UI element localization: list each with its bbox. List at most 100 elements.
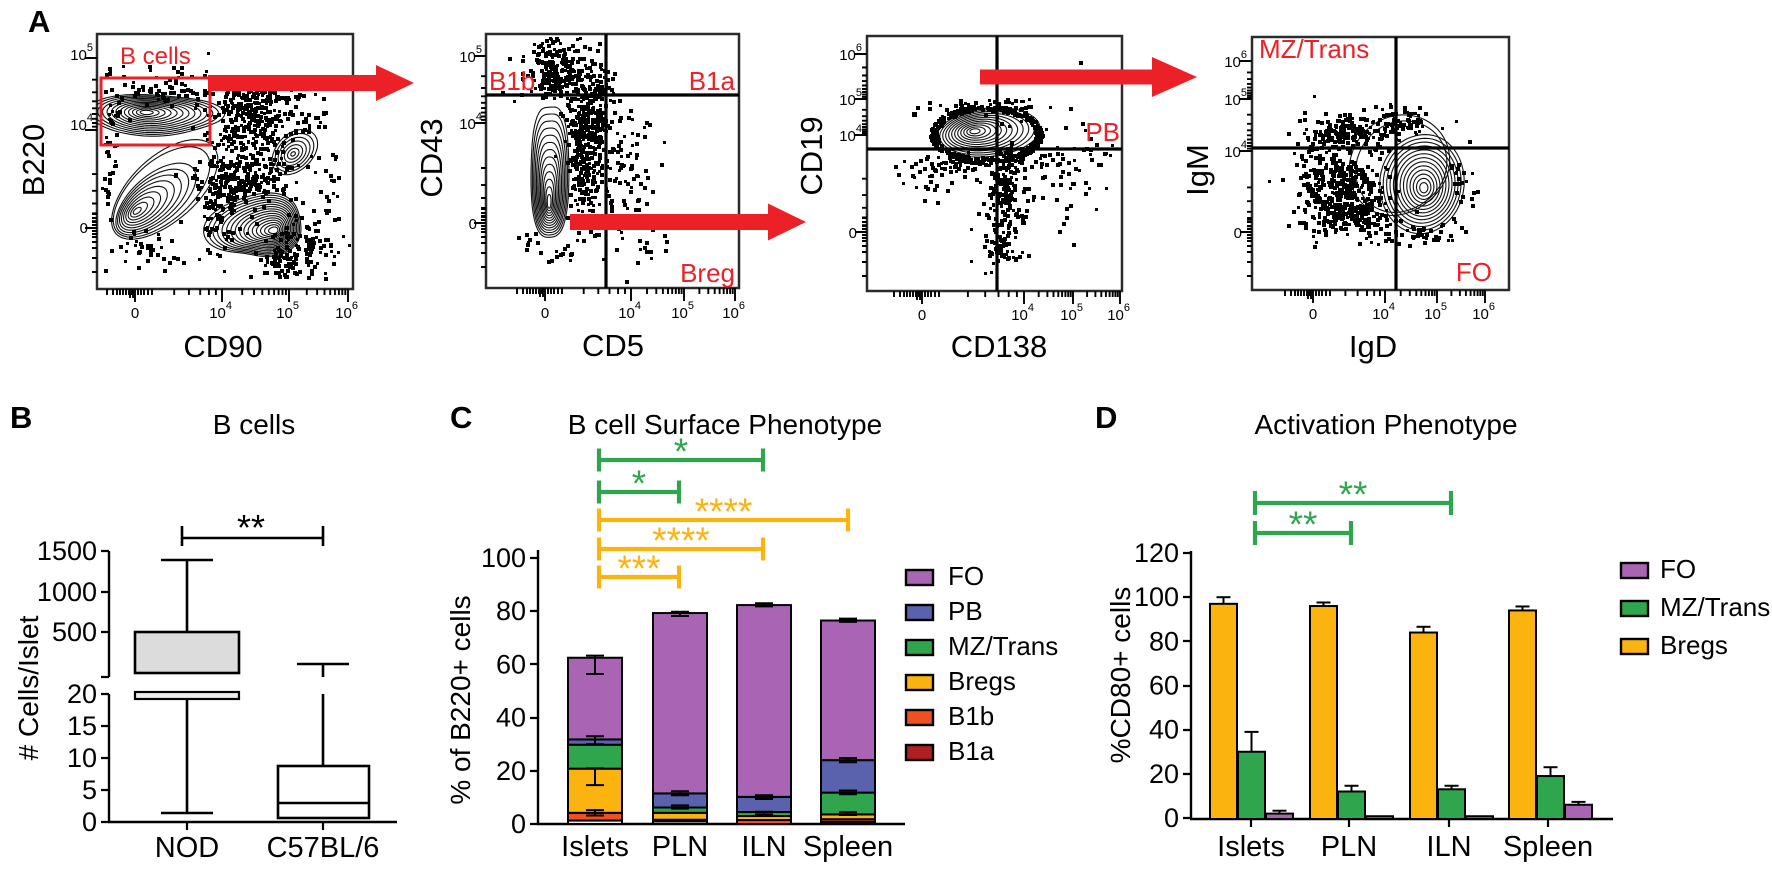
- svg-text:0: 0: [1234, 225, 1242, 242]
- svg-text:0: 0: [82, 807, 97, 837]
- svg-text:100: 100: [481, 543, 526, 573]
- svg-text:105: 105: [671, 300, 694, 322]
- svg-text:106: 106: [722, 300, 745, 322]
- svg-text:MZ/Trans: MZ/Trans: [1259, 34, 1369, 64]
- svg-text:106: 106: [839, 42, 862, 64]
- svg-text:104: 104: [1372, 301, 1395, 323]
- svg-text:105: 105: [1224, 87, 1247, 109]
- svg-text:0: 0: [1164, 803, 1179, 833]
- svg-text:106: 106: [335, 300, 358, 322]
- svg-text:104: 104: [459, 111, 482, 133]
- svg-text:B220: B220: [16, 124, 51, 196]
- svg-text:60: 60: [1149, 671, 1179, 701]
- svg-text:*: *: [674, 431, 688, 472]
- svg-text:5: 5: [82, 775, 97, 805]
- svg-text:****: ****: [652, 520, 710, 561]
- svg-text:104: 104: [1011, 302, 1034, 324]
- svg-text:CD90: CD90: [183, 329, 262, 364]
- svg-text:80: 80: [496, 596, 526, 626]
- svg-text:1500: 1500: [37, 536, 97, 566]
- svg-text:FO: FO: [1456, 257, 1492, 287]
- svg-text:20: 20: [67, 679, 97, 709]
- svg-text:B cells: B cells: [120, 43, 191, 70]
- svg-text:FO: FO: [948, 561, 984, 591]
- svg-text:0: 0: [80, 220, 88, 237]
- svg-text:105: 105: [1424, 301, 1447, 323]
- svg-text:106: 106: [1472, 301, 1495, 323]
- svg-text:**: **: [1289, 504, 1318, 545]
- svg-text:C57BL/6: C57BL/6: [267, 832, 380, 864]
- svg-text:D: D: [1095, 400, 1117, 435]
- svg-text:0: 0: [131, 305, 139, 322]
- svg-text:PB: PB: [948, 596, 983, 626]
- svg-text:120: 120: [1134, 538, 1179, 568]
- svg-text:105: 105: [70, 42, 93, 64]
- svg-text:Spleen: Spleen: [1503, 831, 1593, 863]
- svg-text:CD138: CD138: [951, 329, 1048, 364]
- svg-text:500: 500: [52, 617, 97, 647]
- svg-text:40: 40: [496, 703, 526, 733]
- svg-text:% of B220+ cells: % of B220+ cells: [445, 595, 476, 804]
- svg-text:0: 0: [918, 307, 926, 324]
- svg-text:ILN: ILN: [741, 831, 786, 863]
- svg-text:IgM: IgM: [1180, 144, 1215, 196]
- svg-text:B1b: B1b: [948, 701, 994, 731]
- svg-text:0: 0: [1309, 306, 1317, 323]
- svg-text:0: 0: [469, 216, 477, 233]
- svg-text:ILN: ILN: [1426, 831, 1471, 863]
- svg-text:%CD80+ cells: %CD80+ cells: [1105, 587, 1136, 764]
- svg-text:PB: PB: [1085, 117, 1120, 147]
- svg-text:IgD: IgD: [1349, 329, 1397, 364]
- svg-text:60: 60: [496, 649, 526, 679]
- svg-text:20: 20: [1149, 759, 1179, 789]
- svg-text:Spleen: Spleen: [803, 831, 893, 863]
- svg-text:PLN: PLN: [652, 831, 708, 863]
- svg-text:106: 106: [1107, 302, 1130, 324]
- svg-text:104: 104: [839, 123, 862, 145]
- svg-text:C: C: [450, 400, 472, 435]
- svg-text:Islets: Islets: [1217, 831, 1285, 863]
- svg-text:NOD: NOD: [155, 832, 219, 864]
- svg-text:40: 40: [1149, 715, 1179, 745]
- svg-text:# Cells/Islet: # Cells/Islet: [13, 615, 44, 760]
- svg-text:B1a: B1a: [689, 66, 736, 96]
- svg-text:A: A: [28, 4, 50, 39]
- svg-text:104: 104: [209, 300, 232, 322]
- svg-text:0: 0: [541, 305, 549, 322]
- svg-text:Bregs: Bregs: [948, 666, 1016, 696]
- svg-text:0: 0: [849, 225, 857, 242]
- svg-text:Activation Phenotype: Activation Phenotype: [1254, 409, 1517, 440]
- svg-text:**: **: [1339, 474, 1368, 515]
- svg-text:Bregs: Bregs: [1660, 630, 1728, 660]
- svg-text:MZ/Trans: MZ/Trans: [948, 631, 1058, 661]
- svg-text:CD5: CD5: [582, 328, 644, 363]
- svg-text:FO: FO: [1660, 554, 1696, 584]
- svg-text:1000: 1000: [37, 577, 97, 607]
- svg-text:20: 20: [496, 756, 526, 786]
- svg-text:104: 104: [618, 300, 641, 322]
- svg-text:105: 105: [839, 87, 862, 109]
- svg-text:B1a: B1a: [948, 736, 995, 766]
- svg-text:CD43: CD43: [414, 118, 449, 197]
- svg-text:105: 105: [459, 44, 482, 66]
- svg-text:15: 15: [67, 711, 97, 741]
- svg-text:105: 105: [276, 300, 299, 322]
- svg-text:B cell Surface Phenotype: B cell Surface Phenotype: [568, 409, 882, 440]
- svg-text:105: 105: [1060, 302, 1083, 324]
- svg-text:CD19: CD19: [794, 116, 829, 195]
- svg-text:100: 100: [1134, 582, 1179, 612]
- svg-text:10: 10: [67, 743, 97, 773]
- svg-text:80: 80: [1149, 626, 1179, 656]
- svg-text:PLN: PLN: [1321, 831, 1377, 863]
- svg-text:**: **: [237, 507, 265, 548]
- svg-text:****: ****: [695, 491, 753, 532]
- svg-text:*: *: [632, 463, 646, 504]
- svg-text:B: B: [10, 400, 32, 435]
- svg-text:B1b: B1b: [489, 66, 535, 96]
- svg-text:Breg: Breg: [680, 258, 735, 288]
- svg-text:B cells: B cells: [213, 409, 295, 440]
- svg-text:0: 0: [511, 809, 526, 839]
- svg-text:MZ/Trans: MZ/Trans: [1660, 592, 1770, 622]
- svg-text:106: 106: [1224, 49, 1247, 71]
- svg-text:104: 104: [1224, 139, 1247, 161]
